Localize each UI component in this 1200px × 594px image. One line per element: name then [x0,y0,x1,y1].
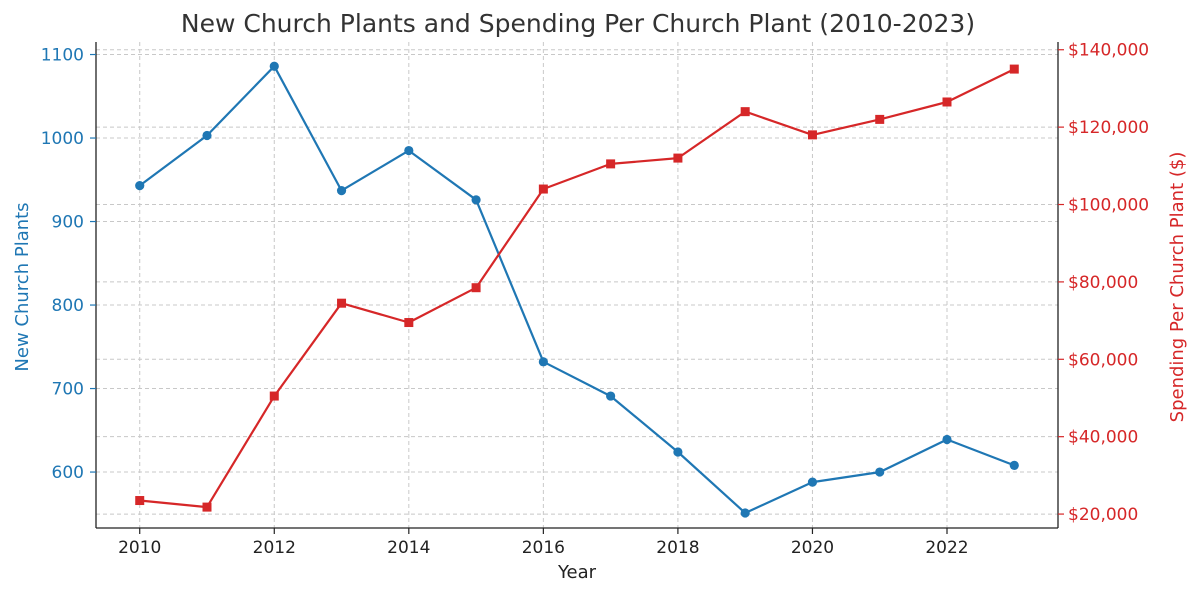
series-left [135,61,1019,518]
spending-per-plant-point [404,318,414,328]
x-tick-label: 2012 [253,538,296,558]
spending-per-plant-point [942,97,952,107]
left-y-tick-label: 600 [52,463,84,483]
spending-per-plant-point [807,130,817,140]
x-tick-label: 2018 [656,538,699,558]
spending-per-plant-point [471,283,481,293]
new-church-plants-point [875,467,885,477]
spending-per-plant-point [269,391,279,401]
spending-per-plant-point [538,184,548,194]
left-y-tick-label: 1100 [41,46,84,66]
spending-per-plant-point [606,159,616,169]
new-church-plants-point [807,477,818,487]
right-y-tick-label: $20,000 [1068,505,1138,525]
left-y-tick-label: 900 [52,213,84,233]
axes [95,42,1059,529]
spending-per-plant-point [875,114,885,124]
x-tick-label: 2022 [925,538,968,558]
x-axis-ticks: 2010 2012 2014 2016 2018 2020 2022 [118,528,969,558]
series-right [135,64,1019,512]
chart-title: New Church Plants and Spending Per Churc… [181,9,975,38]
new-church-plants-line [139,65,1015,515]
right-y-tick-label: $140,000 [1068,41,1149,61]
spending-per-plant-point [135,496,145,506]
spending-per-plant-point [202,502,212,512]
x-tick-label: 2020 [791,538,834,558]
spending-per-plant-point [740,107,750,117]
new-church-plants-point [606,391,616,401]
new-church-plants-point [336,186,347,196]
new-church-plants-point [135,181,145,191]
new-church-plants-point [740,508,750,518]
left-y-tick-label: 1000 [41,129,84,149]
new-church-plants-point [538,357,548,367]
new-church-plants-point [942,434,952,445]
spending-per-plant-point [673,153,683,163]
x-tick-label: 2010 [118,538,161,558]
x-tick-label: 2014 [387,538,430,558]
new-church-plants-point [202,130,212,141]
grid-lines [96,42,1058,528]
new-church-plants-point [471,195,481,205]
left-y-tick-label: 800 [52,296,84,316]
right-y-axis-ticks: $20,000 $40,000 $60,000 $80,000 $100,000 $120… [1058,41,1149,525]
right-y-tick-label: $60,000 [1068,350,1138,370]
spending-per-plant-point [1009,64,1019,74]
spending-per-plant-point [337,298,347,308]
new-church-plants-point [404,145,414,156]
new-church-plants-point [1009,460,1019,470]
left-y-axis-ticks: 600 700 800 900 1000 1100 [41,46,96,483]
spending-per-plant-line [139,68,1015,509]
left-y-tick-label: 700 [52,380,84,400]
new-church-plants-point [673,447,683,457]
x-tick-label: 2016 [522,538,565,558]
right-y-tick-label: $40,000 [1068,428,1138,448]
right-y-tick-label: $80,000 [1068,273,1138,293]
x-axis-label: Year [557,562,597,583]
new-church-plants-point [269,61,279,71]
right-y-tick-label: $120,000 [1068,118,1149,138]
right-y-tick-label: $100,000 [1068,196,1149,216]
left-y-axis-label: New Church Plants [12,202,33,371]
right-y-axis-label: Spending Per Church Plant ($) [1167,152,1188,423]
